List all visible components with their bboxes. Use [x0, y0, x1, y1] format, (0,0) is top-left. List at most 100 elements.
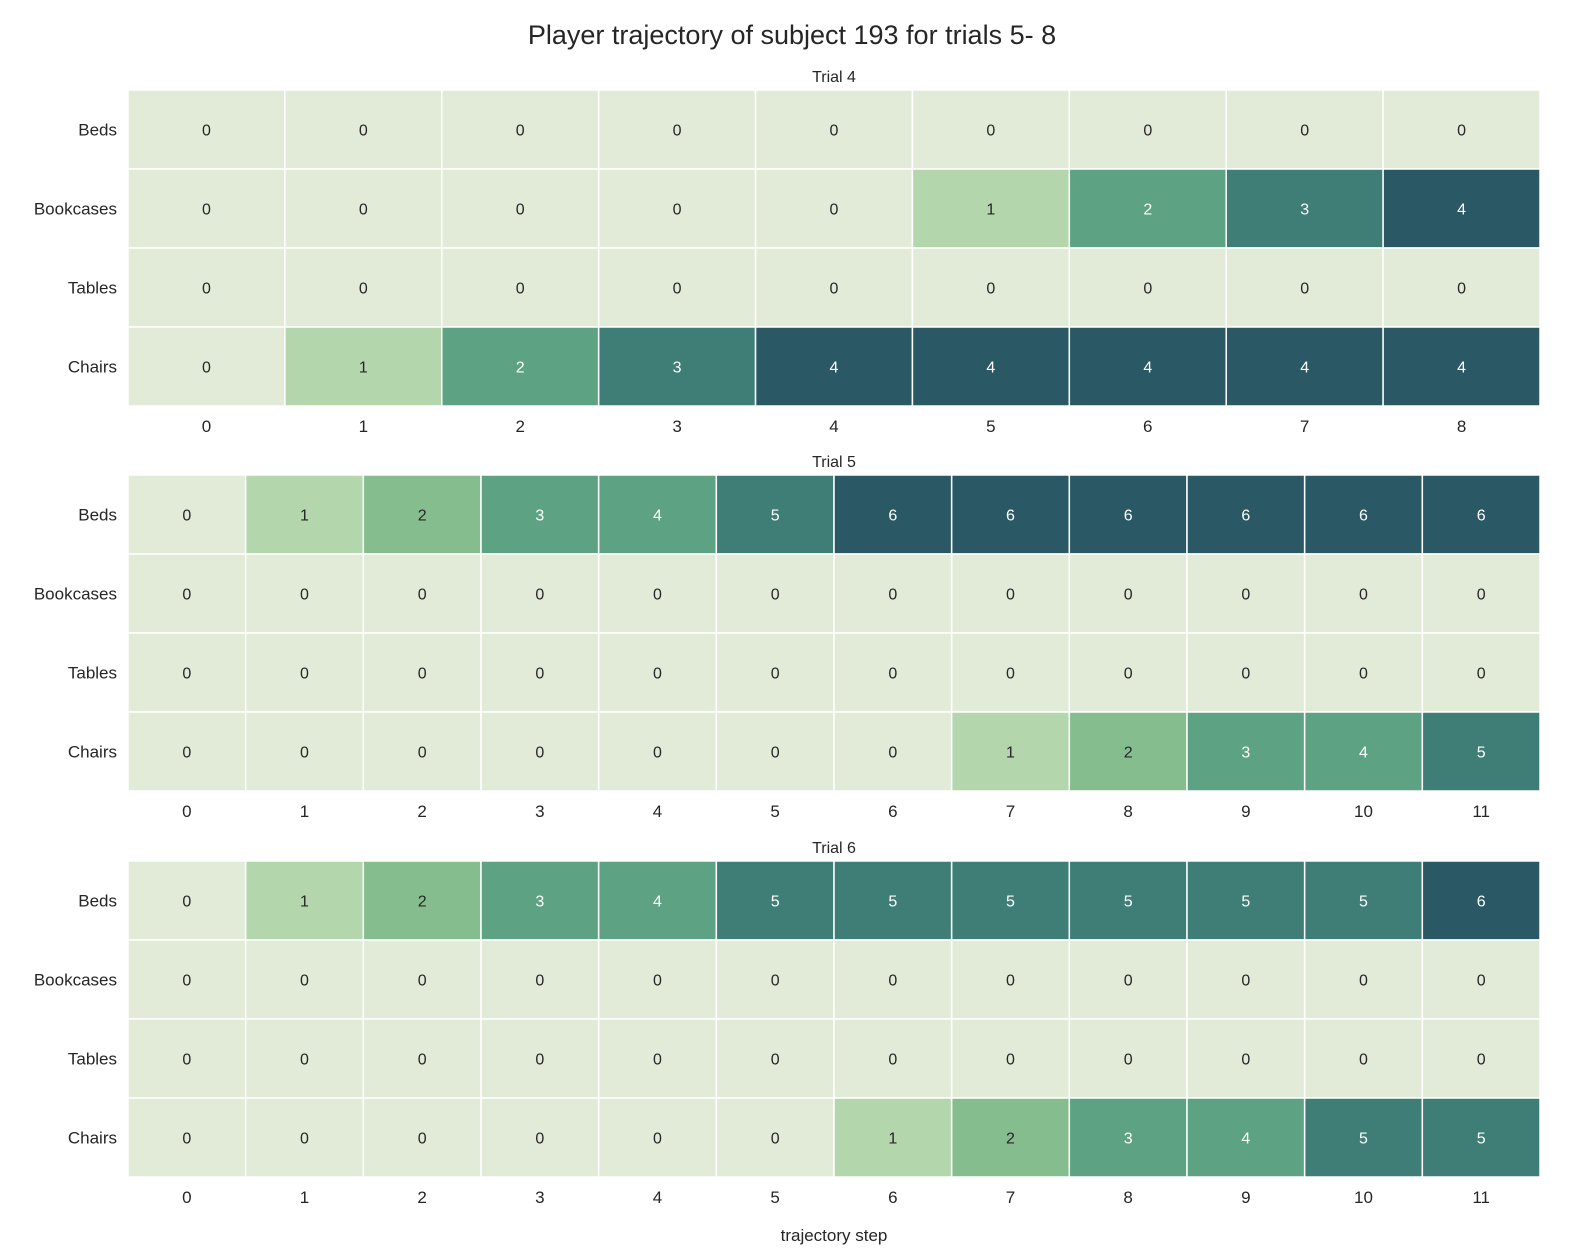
heatmap-cell [480, 939, 600, 1020]
cell-value-label: 0 [182, 508, 191, 525]
cell-value-label: 0 [418, 1052, 427, 1069]
heatmap-cell [754, 247, 914, 328]
cell-value-label: 0 [1300, 123, 1309, 140]
cell-value-label: 5 [771, 894, 780, 911]
heatmap-cell [833, 474, 953, 555]
cell-value-label: 0 [1143, 123, 1152, 140]
x-tick-label: 5 [770, 802, 779, 821]
heatmap-cell [284, 326, 443, 407]
heatmap-cell [1303, 474, 1424, 555]
heatmap-cell [362, 632, 482, 713]
cell-value-label: 0 [516, 281, 525, 298]
cell-value-label: 0 [1124, 666, 1133, 683]
cell-value-label: 0 [888, 666, 897, 683]
cell-value-label: 0 [300, 745, 309, 762]
heatmap-cell [597, 474, 718, 555]
x-tick-label: 1 [300, 802, 309, 821]
cell-value-label: 0 [418, 1131, 427, 1148]
cell-value-label: 4 [653, 508, 662, 525]
heatmap-cell [597, 168, 757, 249]
cell-value-label: 0 [1006, 973, 1015, 990]
cell-value-label: 0 [673, 123, 682, 140]
heatmap-cell [244, 860, 365, 941]
cell-value-label: 0 [1477, 1052, 1486, 1069]
heatmap-cell [1186, 553, 1306, 634]
cell-value-label: 5 [1006, 894, 1015, 911]
x-tick-label: 0 [182, 802, 191, 821]
cell-value-label: 0 [535, 587, 544, 604]
cell-value-label: 2 [1006, 1131, 1015, 1148]
cell-value-label: 0 [771, 1131, 780, 1148]
x-tick-label: 7 [1006, 802, 1015, 821]
cell-value-label: 0 [888, 973, 897, 990]
heatmap-cell [284, 89, 443, 170]
cell-value-label: 0 [359, 123, 368, 140]
cell-value-label: 3 [1124, 1131, 1133, 1148]
x-axis-label: trajectory step [780, 1226, 888, 1245]
heatmap-cell [597, 860, 718, 941]
heatmap-cell [441, 326, 600, 407]
heatmap-cell [715, 860, 835, 941]
row-label: Bookcases [34, 200, 117, 219]
x-tick-label: 11 [1472, 802, 1490, 821]
chart-title: Player trajectory of subject 193 for tri… [527, 20, 1057, 50]
cell-value-label: 0 [1241, 587, 1250, 604]
cell-value-label: 3 [535, 894, 544, 911]
row-label: Tables [68, 1050, 117, 1069]
cell-value-label: 5 [1477, 745, 1486, 762]
row-label: Tables [68, 279, 117, 298]
cell-value-label: 0 [202, 202, 211, 219]
x-tick-label: 6 [888, 1188, 897, 1207]
cell-value-label: 0 [888, 587, 897, 604]
heatmap-cell [911, 168, 1071, 249]
cell-value-label: 0 [182, 973, 191, 990]
heatmap-cell [833, 1018, 953, 1099]
cell-value-label: 0 [300, 666, 309, 683]
cell-value-label: 4 [830, 360, 839, 377]
cell-value-label: 6 [1359, 508, 1368, 525]
cell-value-label: 0 [1241, 666, 1250, 683]
cell-value-label: 0 [182, 745, 191, 762]
cell-value-label: 0 [535, 745, 544, 762]
heatmap-cell [1421, 1097, 1541, 1178]
heatmap-cell [1068, 860, 1188, 941]
cell-value-label: 0 [418, 666, 427, 683]
panel-1: Trial 4 Beds Bookcases Tables Chairs 0 0 0 0 0 0 0 0… [34, 69, 1541, 436]
heatmap-cell [441, 247, 600, 328]
heatmap-cell [362, 1018, 482, 1099]
cell-value-label: 0 [182, 894, 191, 911]
heatmap-cell [1068, 474, 1188, 555]
heatmap-cell [244, 474, 365, 555]
cell-value-label: 0 [182, 1131, 191, 1148]
cell-value-label: 0 [1359, 587, 1368, 604]
x-tick-label: 10 [1354, 802, 1373, 821]
heatmap-cell [597, 632, 718, 713]
cell-value-label: 0 [986, 281, 995, 298]
cell-value-label: 1 [300, 894, 309, 911]
cell-value-label: 0 [202, 360, 211, 377]
row-label: Beds [78, 506, 117, 525]
cell-value-label: 0 [830, 281, 839, 298]
x-tick-label: 8 [1123, 802, 1132, 821]
cell-value-label: 1 [986, 202, 995, 219]
heatmap-cell [597, 1097, 718, 1178]
heatmap-cell [1382, 89, 1541, 170]
x-tick-label: 6 [1143, 417, 1152, 436]
cell-value-label: 0 [1457, 123, 1466, 140]
x-tick-label: 3 [672, 417, 681, 436]
x-tick-label: 9 [1241, 802, 1250, 821]
heatmap-cell [950, 474, 1071, 555]
heatmap-cell [1421, 1018, 1541, 1099]
heatmap-cell [1382, 247, 1541, 328]
cell-value-label: 0 [771, 745, 780, 762]
cell-value-label: 4 [1457, 360, 1466, 377]
cell-value-label: 0 [535, 1052, 544, 1069]
cell-value-label: 4 [1457, 202, 1466, 219]
cell-value-label: 0 [1124, 973, 1133, 990]
cell-value-label: 0 [771, 666, 780, 683]
heatmap-cell [950, 1097, 1071, 1178]
heatmap-cell [833, 632, 953, 713]
cell-value-label: 0 [1359, 973, 1368, 990]
cell-value-label: 0 [1006, 587, 1015, 604]
